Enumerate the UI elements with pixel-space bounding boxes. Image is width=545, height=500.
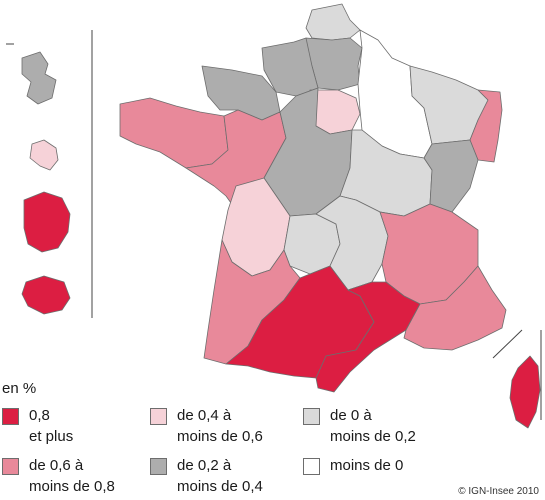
- region-guyane: [23, 191, 71, 253]
- region-languedoc-roussillon: [315, 281, 421, 393]
- region-paca: [403, 265, 507, 351]
- legend-unit: en %: [2, 380, 37, 397]
- legend-item-0-8-et-plus: 0,8 et plus: [2, 405, 73, 447]
- legend-label-line1: de 0,6 à: [29, 457, 84, 474]
- legend-swatch-0-2-0-4: [150, 458, 167, 475]
- legend-item-0-6-0-8: de 0,6 à moins de 0,8: [2, 455, 115, 497]
- legend-swatch-0-4-0-6: [150, 408, 167, 425]
- legend-label-0-6-0-8: de 0,6 à moins de 0,8: [29, 455, 115, 497]
- region-reunion: [21, 275, 71, 315]
- legend-label-line1: moins de 0: [330, 457, 404, 474]
- legend-label-moins-de-0: moins de 0: [330, 455, 403, 476]
- legend-label-line2: moins de 0,4: [177, 478, 263, 495]
- legend-swatch-moins-de-0: [303, 458, 320, 475]
- region-guadeloupe: [21, 51, 57, 105]
- legend-label-0-4-0-6: de 0,4 à moins de 0,6: [177, 405, 263, 447]
- legend-label-line1: 0,8: [29, 407, 50, 424]
- legend-swatch-0-8-et-plus: [2, 408, 19, 425]
- legend-label-line2: et plus: [29, 428, 74, 445]
- legend-label-line2: moins de 0,6: [177, 428, 263, 445]
- legend-label-line1: de 0,2 à: [177, 457, 232, 474]
- corsica-frame: [492, 329, 523, 359]
- copyright-credit: © IGN-Insee 2010: [458, 486, 539, 497]
- legend-item-0-2-0-4: de 0,2 à moins de 0,4: [150, 455, 263, 497]
- region-nord-pas-de-calais: [305, 3, 361, 41]
- legend-swatch-0-0-2: [303, 408, 320, 425]
- legend-label-line2: moins de 0,2: [330, 428, 416, 445]
- legend-label-line1: de 0,4 à: [177, 407, 232, 424]
- legend-label-line2: moins de 0,8: [29, 478, 115, 495]
- region-martinique: [29, 139, 59, 171]
- legend-label-0-2-0-4: de 0,2 à moins de 0,4: [177, 455, 263, 497]
- region-corse: [509, 355, 541, 429]
- region-franche-comte: [423, 139, 479, 213]
- legend-swatch-0-6-0-8: [2, 458, 19, 475]
- legend-label-0-8-et-plus: 0,8 et plus: [29, 405, 73, 447]
- legend-label-0-0-2: de 0 à moins de 0,2: [330, 405, 416, 447]
- legend-item-moins-de-0: moins de 0: [303, 455, 403, 476]
- legend-item-0-0-2: de 0 à moins de 0,2: [303, 405, 416, 447]
- region-bretagne: [119, 97, 229, 169]
- region-alsace: [469, 89, 503, 163]
- legend-label-line1: de 0 à: [330, 407, 372, 424]
- legend-item-0-4-0-6: de 0,4 à moins de 0,6: [150, 405, 263, 447]
